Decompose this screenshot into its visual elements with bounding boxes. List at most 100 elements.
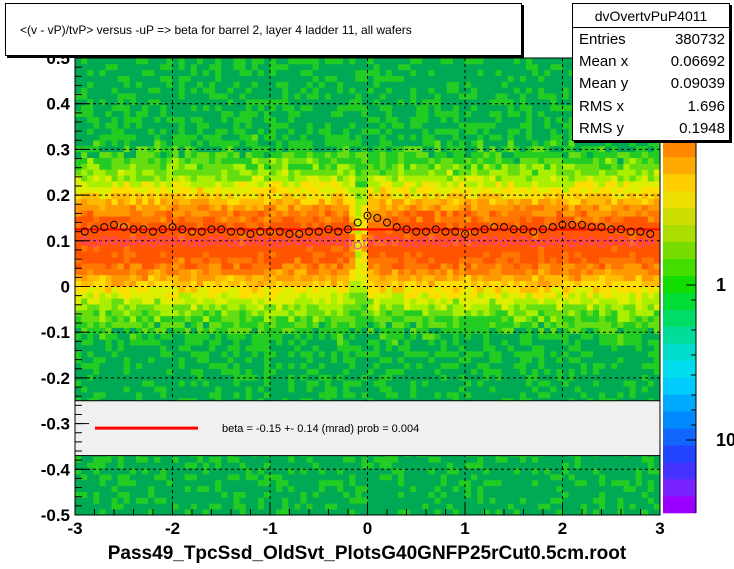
heatmap-cell <box>87 333 94 340</box>
heatmap-cell <box>87 479 94 487</box>
heatmap-cell <box>233 497 240 504</box>
heatmap-cell <box>227 134 234 141</box>
heatmap-cell <box>257 110 265 117</box>
heatmap-cell <box>276 280 283 287</box>
heatmap-cell <box>428 192 435 200</box>
heatmap-cell <box>440 456 448 463</box>
heatmap-cell <box>160 122 167 129</box>
heatmap-cell <box>99 122 106 129</box>
heatmap-cell <box>337 140 344 147</box>
heatmap-cell <box>160 333 167 340</box>
heatmap-cell <box>148 210 155 217</box>
heatmap-cell <box>135 485 143 492</box>
heatmap-cell <box>385 151 393 158</box>
heatmap-cell <box>233 274 240 282</box>
heatmap-cell <box>117 151 125 158</box>
heatmap-cell <box>385 462 393 469</box>
heatmap-cell <box>239 468 247 475</box>
heatmap-cell <box>178 339 186 346</box>
heatmap-cell <box>458 227 466 235</box>
heatmap-cell <box>428 473 435 481</box>
heatmap-cell <box>349 473 356 481</box>
heatmap-cell <box>245 497 253 504</box>
heatmap-cell <box>166 175 173 182</box>
heatmap-cell <box>123 374 131 381</box>
heatmap-cell <box>81 251 88 258</box>
heatmap-cell <box>209 473 216 481</box>
heatmap-cell <box>300 386 307 393</box>
heatmap-cell <box>300 233 307 241</box>
heatmap-cell <box>288 151 295 158</box>
heatmap-cell <box>324 81 332 88</box>
heatmap-cell <box>202 321 210 328</box>
heatmap-cell <box>306 151 314 158</box>
heatmap-cell <box>160 321 167 328</box>
heatmap-cell <box>410 280 417 287</box>
heatmap-cell <box>154 280 161 287</box>
heatmap-cell <box>111 491 119 498</box>
heatmap-cell <box>300 298 307 305</box>
heatmap-cell <box>379 204 387 211</box>
heatmap-cell <box>87 216 94 223</box>
heatmap-cell <box>428 268 435 276</box>
heatmap-cell <box>123 257 131 264</box>
heatmap-cell <box>215 233 222 241</box>
heatmap-cell <box>391 485 399 492</box>
heatmap-cell <box>135 169 143 176</box>
heatmap-cell <box>373 140 381 147</box>
heatmap-cell <box>379 479 387 487</box>
heatmap-cell <box>312 292 320 299</box>
heatmap-cell <box>221 309 228 317</box>
heatmap-cell <box>202 309 210 317</box>
heatmap-cell <box>154 321 161 328</box>
heatmap-cell <box>282 110 289 117</box>
heatmap-cell <box>178 286 186 293</box>
heatmap-cell <box>318 69 326 76</box>
heatmap-cell <box>373 122 381 129</box>
heatmap-cell <box>410 198 417 205</box>
heatmap-cell <box>251 157 259 164</box>
heatmap-cell <box>391 356 399 364</box>
heatmap-cell <box>215 58 222 65</box>
heatmap-cell <box>148 233 155 241</box>
heatmap-cell <box>251 327 259 334</box>
heatmap-cell <box>391 192 399 200</box>
heatmap-cell <box>196 233 204 241</box>
heatmap-cell <box>196 298 204 305</box>
heatmap-cell <box>202 374 210 381</box>
heatmap-cell <box>75 99 82 106</box>
heatmap-cell <box>111 204 119 211</box>
heatmap-cell <box>397 99 405 106</box>
heatmap-cell <box>306 186 314 194</box>
heatmap-cell <box>397 280 405 287</box>
heatmap-cell <box>465 509 472 515</box>
heatmap-cell <box>263 380 271 387</box>
heatmap-cell <box>434 122 442 129</box>
heatmap-cell <box>221 175 228 182</box>
heatmap-cell <box>361 362 368 369</box>
heatmap-cell <box>202 298 210 305</box>
heatmap-cell <box>99 268 106 276</box>
heatmap-cell <box>93 286 100 293</box>
heatmap-cell <box>87 181 94 188</box>
heatmap-cell <box>379 327 387 334</box>
heatmap-cell <box>202 292 210 299</box>
heatmap-cell <box>355 163 362 170</box>
heatmap-cell <box>87 110 94 117</box>
heatmap-cell <box>178 175 186 182</box>
heatmap-cell <box>446 63 454 71</box>
heatmap-cell <box>166 99 173 106</box>
heatmap-cell <box>209 391 216 399</box>
heatmap-cell <box>300 503 307 510</box>
heatmap-cell <box>337 186 344 194</box>
heatmap-cell <box>330 245 338 252</box>
heatmap-cell <box>117 140 125 147</box>
heatmap-cell <box>221 198 228 205</box>
heatmap-cell <box>367 286 374 293</box>
heatmap-cell <box>87 468 94 475</box>
heatmap-cell <box>239 175 247 182</box>
heatmap-cell <box>190 309 198 317</box>
heatmap-cell <box>81 350 88 358</box>
heatmap-cell <box>458 274 466 282</box>
heatmap-cell <box>452 268 460 276</box>
